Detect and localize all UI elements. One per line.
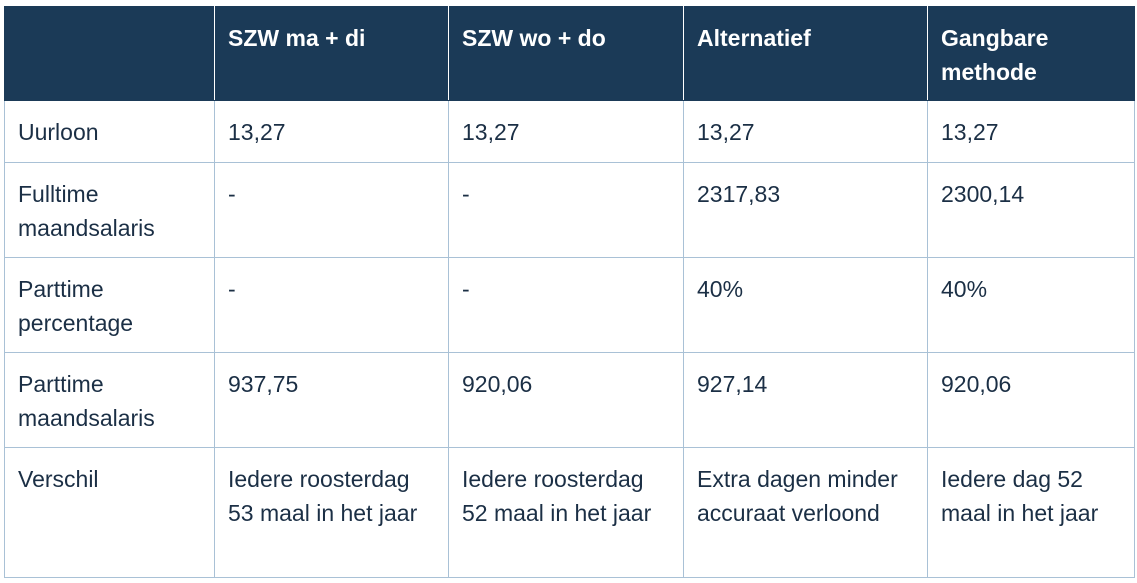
table-cell: -	[214, 162, 449, 258]
table-cell: 13,27	[683, 100, 928, 163]
header-cell	[4, 6, 215, 101]
header-cell: Alternatief	[683, 6, 928, 101]
table-cell: Extra dagen minder accuraat verloond	[683, 447, 928, 578]
header-cell: SZW wo + do	[448, 6, 684, 101]
comparison-table: SZW ma + di SZW wo + do Alternatief Gang…	[4, 6, 1135, 578]
header-row: SZW ma + di SZW wo + do Alternatief Gang…	[4, 6, 1135, 101]
table-cell: 13,27	[448, 100, 684, 163]
table-row: Verschil Iedere roosterdag 53 maal in het…	[4, 447, 1135, 578]
table-row: Parttime percentage - -40% 40%	[4, 257, 1135, 353]
row-label: Uurloon	[4, 100, 215, 163]
table-row: Uurloon 13,27 13,27 13,27 13,27	[4, 100, 1135, 163]
table-cell: -	[448, 257, 684, 353]
table-cell: 13,27	[927, 100, 1135, 163]
row-label: Parttime percentage	[4, 257, 215, 353]
table-row: Fulltime maandsalaris - -2317,83 2300,14	[4, 162, 1135, 258]
table-cell: -	[214, 257, 449, 353]
table-cell: Iedere roosterdag 53 maal in het jaar	[214, 447, 449, 578]
table-cell: 2317,83	[683, 162, 928, 258]
row-label: Fulltime maandsalaris	[4, 162, 215, 258]
table-cell: 920,06	[927, 352, 1135, 448]
table-body: Uurloon 13,27 13,27 13,27 13,27 Fulltime maan…	[4, 100, 1135, 578]
header-cell: SZW ma + di	[214, 6, 449, 101]
table-row: Parttime maandsalaris 937,75 920,06 927,14 9…	[4, 352, 1135, 448]
table-header: SZW ma + di SZW wo + do Alternatief Gang…	[4, 6, 1135, 101]
table-cell: -	[448, 162, 684, 258]
table-cell: 927,14	[683, 352, 928, 448]
table-cell: 40%	[683, 257, 928, 353]
header-cell: Gangbare methode	[927, 6, 1135, 101]
row-label: Verschil	[4, 447, 215, 578]
table-cell: Iedere dag 52 maal in het jaar	[927, 447, 1135, 578]
table-cell: 937,75	[214, 352, 449, 448]
table-cell: 2300,14	[927, 162, 1135, 258]
table-cell: 40%	[927, 257, 1135, 353]
table-cell: 13,27	[214, 100, 449, 163]
table-cell: 920,06	[448, 352, 684, 448]
table-cell: Iedere roosterdag 52 maal in het jaar	[448, 447, 684, 578]
row-label: Parttime maandsalaris	[4, 352, 215, 448]
